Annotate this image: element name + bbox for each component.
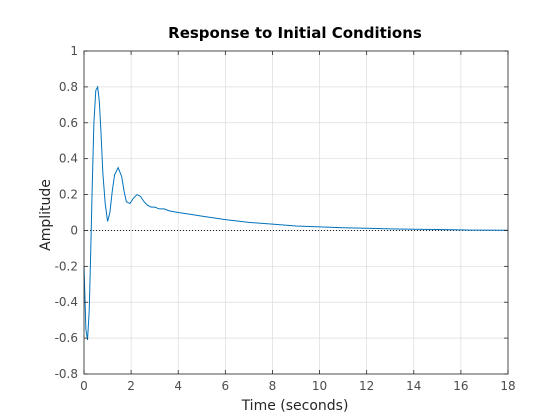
x-tick-label: 12 (359, 379, 374, 393)
chart-title: Response to Initial Conditions (168, 24, 422, 42)
x-tick-label: 14 (406, 379, 421, 393)
grid-layer (83, 50, 509, 375)
plot-area-frame (83, 50, 509, 375)
y-tick-label: 0.4 (59, 152, 78, 166)
x-axis-label: Time (seconds) (241, 398, 349, 414)
series-line (83, 85, 509, 340)
x-tick-label: 0 (80, 379, 88, 393)
y-tick-label: 0.2 (59, 188, 78, 202)
y-tick-label: -0.8 (55, 367, 78, 381)
y-tick-label: 0.6 (59, 116, 78, 130)
y-tick-label: -0.4 (55, 295, 78, 309)
y-tick-label: 0.8 (59, 80, 78, 94)
x-tick-label: 4 (174, 379, 182, 393)
x-tick-label: 18 (500, 379, 515, 393)
x-tick-label: 6 (222, 379, 230, 393)
x-tick-label: 8 (269, 379, 277, 393)
x-tick-label: 16 (453, 379, 468, 393)
y-tick-label: -0.2 (55, 259, 78, 273)
y-axis-label: Amplitude (38, 179, 54, 251)
y-tick-label: 1 (70, 44, 78, 58)
y-tick-label: -0.6 (55, 331, 78, 345)
x-tick-label: 2 (127, 379, 135, 393)
x-tick-label: 10 (312, 379, 327, 393)
tick-layer: 0 2 4 6 8 10 12 14 16 18 -0.8 -0.6 -0.4 -0.2 0 0.2 0.4 0.… (55, 44, 516, 393)
y-tick-label: 0 (70, 223, 78, 237)
